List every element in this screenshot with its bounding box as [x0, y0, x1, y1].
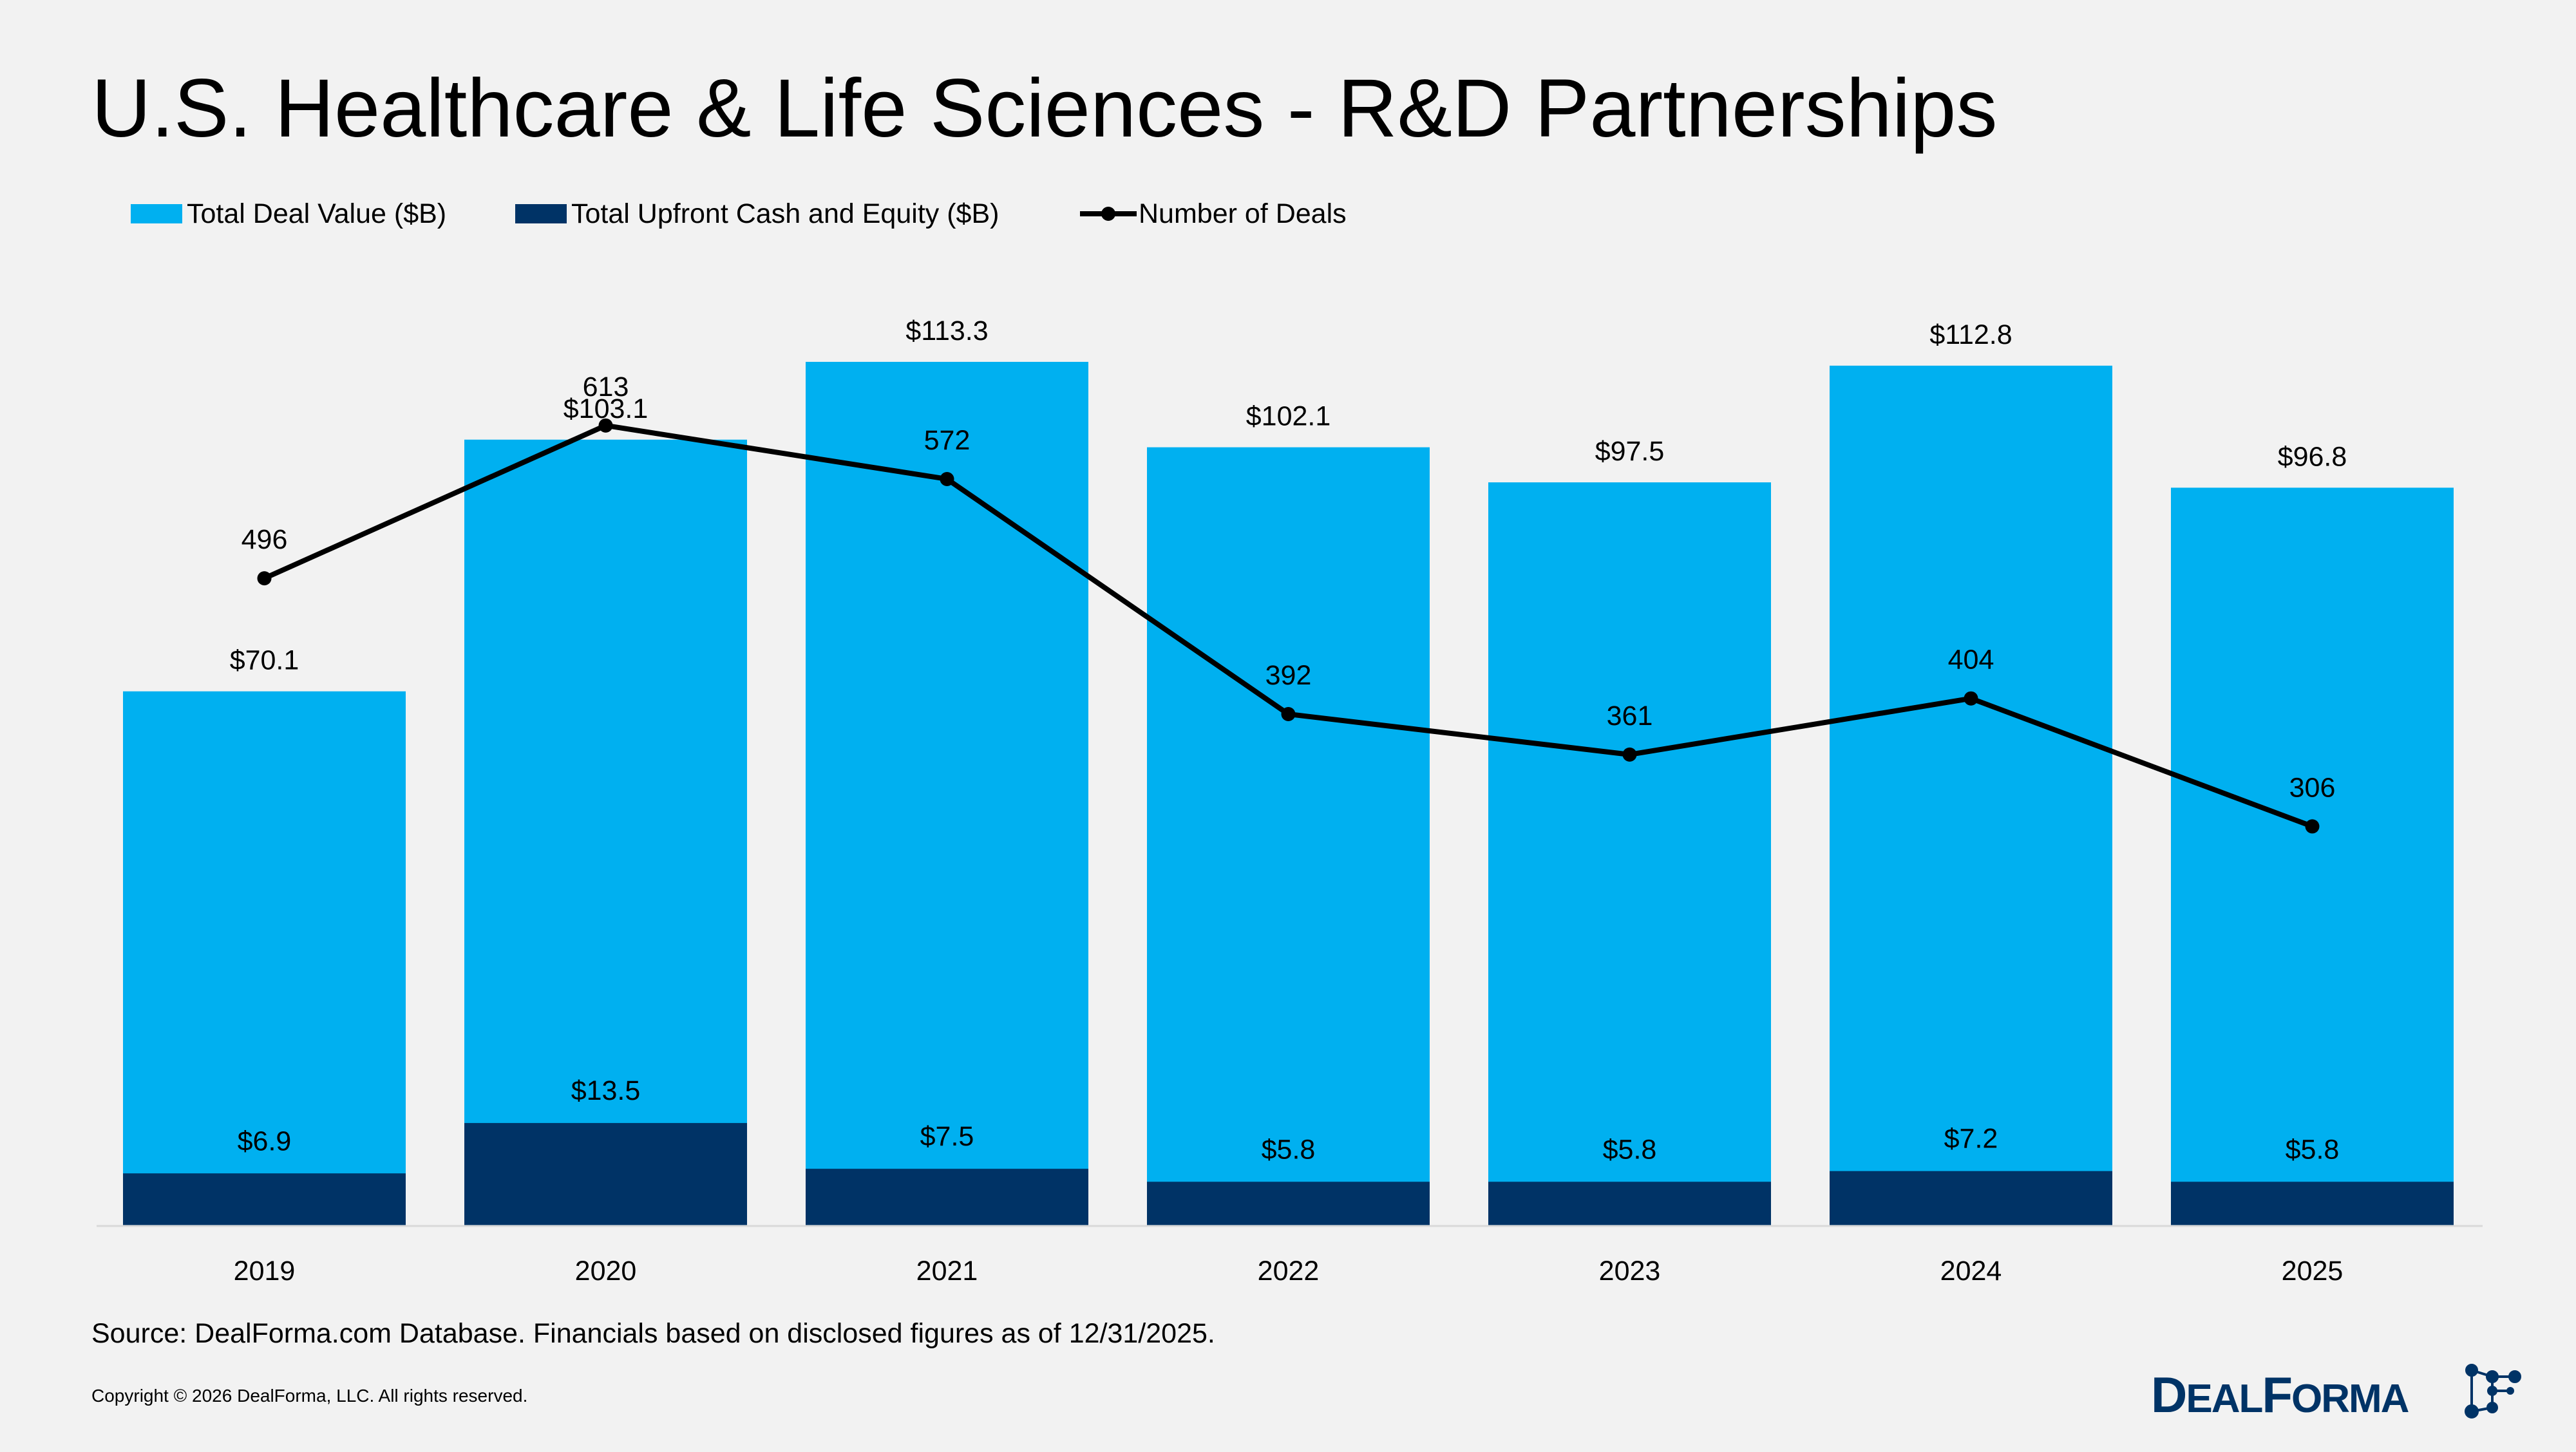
total-value-label: $113.3: [905, 316, 988, 346]
bar-upfront-cash: [2171, 1182, 2454, 1226]
bars: [123, 361, 2454, 1227]
deal-count-label: 404: [1948, 645, 1994, 675]
x-tick-label: 2021: [916, 1256, 978, 1287]
bar-total-deal-value: [123, 691, 406, 1226]
x-tick-label: 2025: [2282, 1256, 2344, 1287]
x-tick-label: 2020: [575, 1256, 637, 1287]
bar-upfront-cash: [806, 1169, 1088, 1226]
legend: Total Deal Value ($B) Total Upfront Cash …: [131, 198, 1347, 229]
x-axis-ticks: 2019 2020 2021 2022 2023 2024 2025: [234, 1256, 2344, 1287]
deals-line-marker: [1622, 747, 1637, 762]
x-tick-label: 2023: [1599, 1256, 1661, 1287]
page-title: U.S. Healthcare & Life Sciences - R&D Pa…: [91, 62, 1997, 155]
deals-line-marker: [257, 571, 272, 586]
bar-total-deal-value: [806, 361, 1088, 1227]
upfront-value-label: $7.2: [1944, 1124, 1998, 1155]
molecule-icon: [2465, 1364, 2521, 1419]
legend-swatch-total: [131, 204, 182, 223]
total-value-label: $103.1: [564, 393, 649, 424]
total-value-label: $97.5: [1595, 436, 1665, 467]
total-value-label: $102.1: [1246, 401, 1331, 432]
deal-count-label: 572: [924, 425, 971, 456]
total-value-label: $112.8: [1929, 319, 2012, 350]
total-value-label: $96.8: [2278, 441, 2347, 472]
bar-upfront-cash: [1488, 1182, 1771, 1226]
upfront-value-label: $5.8: [1262, 1134, 1316, 1165]
copyright: Copyright © 2026 DealForma, LLC. All rig…: [91, 1386, 527, 1406]
x-tick-label: 2022: [1258, 1256, 1320, 1287]
deal-count-label: 306: [2289, 772, 2336, 803]
svg-text:DEALFORMA: DEALFORMA: [2151, 1366, 2409, 1423]
upfront-value-label: $5.8: [1603, 1134, 1657, 1165]
bar-upfront-cash: [464, 1123, 747, 1226]
legend-label-deals: Number of Deals: [1139, 198, 1347, 229]
upfront-value-label: $7.5: [920, 1121, 974, 1152]
deal-count-label: 361: [1607, 701, 1653, 731]
x-tick-label: 2024: [1940, 1256, 2002, 1287]
bar-upfront-cash: [1830, 1171, 2112, 1226]
legend-marker-deals: [1101, 207, 1115, 221]
deals-line-marker: [1964, 691, 1978, 706]
bar-total-deal-value: [1147, 447, 1430, 1226]
deals-line-marker: [2305, 819, 2320, 834]
bar-total-deal-value: [1830, 365, 2112, 1226]
deal-count-label: 613: [583, 372, 629, 402]
total-value-label: $70.1: [230, 645, 299, 676]
deals-line-marker: [598, 418, 613, 433]
upfront-value-label: $5.8: [2286, 1134, 2340, 1165]
bar-upfront-cash: [123, 1173, 406, 1226]
legend-swatch-upfront: [515, 204, 567, 223]
data-labels: $70.1 $6.9 496 $103.1 $13.5 613 $113.3 $7.5 572 $…: [230, 316, 2347, 1165]
source-note: Source: DealForma.com Database. Financia…: [91, 1318, 1215, 1349]
dealforma-logo: DEALFORMA: [2151, 1364, 2521, 1423]
upfront-value-label: $13.5: [571, 1075, 641, 1106]
upfront-value-label: $6.9: [238, 1126, 292, 1156]
bar-total-deal-value: [1488, 482, 1771, 1226]
bar-total-deal-value: [464, 439, 747, 1226]
x-tick-label: 2019: [234, 1256, 296, 1287]
deal-count-label: 392: [1265, 660, 1312, 691]
bar-upfront-cash: [1147, 1182, 1430, 1226]
bar-total-deal-value: [2171, 487, 2454, 1226]
deals-line: [257, 418, 2320, 834]
deals-line-marker: [1281, 707, 1296, 722]
legend-label-upfront: Total Upfront Cash and Equity ($B): [571, 198, 999, 229]
deals-line-marker: [940, 471, 954, 486]
deal-count-label: 496: [242, 524, 288, 555]
legend-label-total: Total Deal Value ($B): [187, 198, 446, 229]
